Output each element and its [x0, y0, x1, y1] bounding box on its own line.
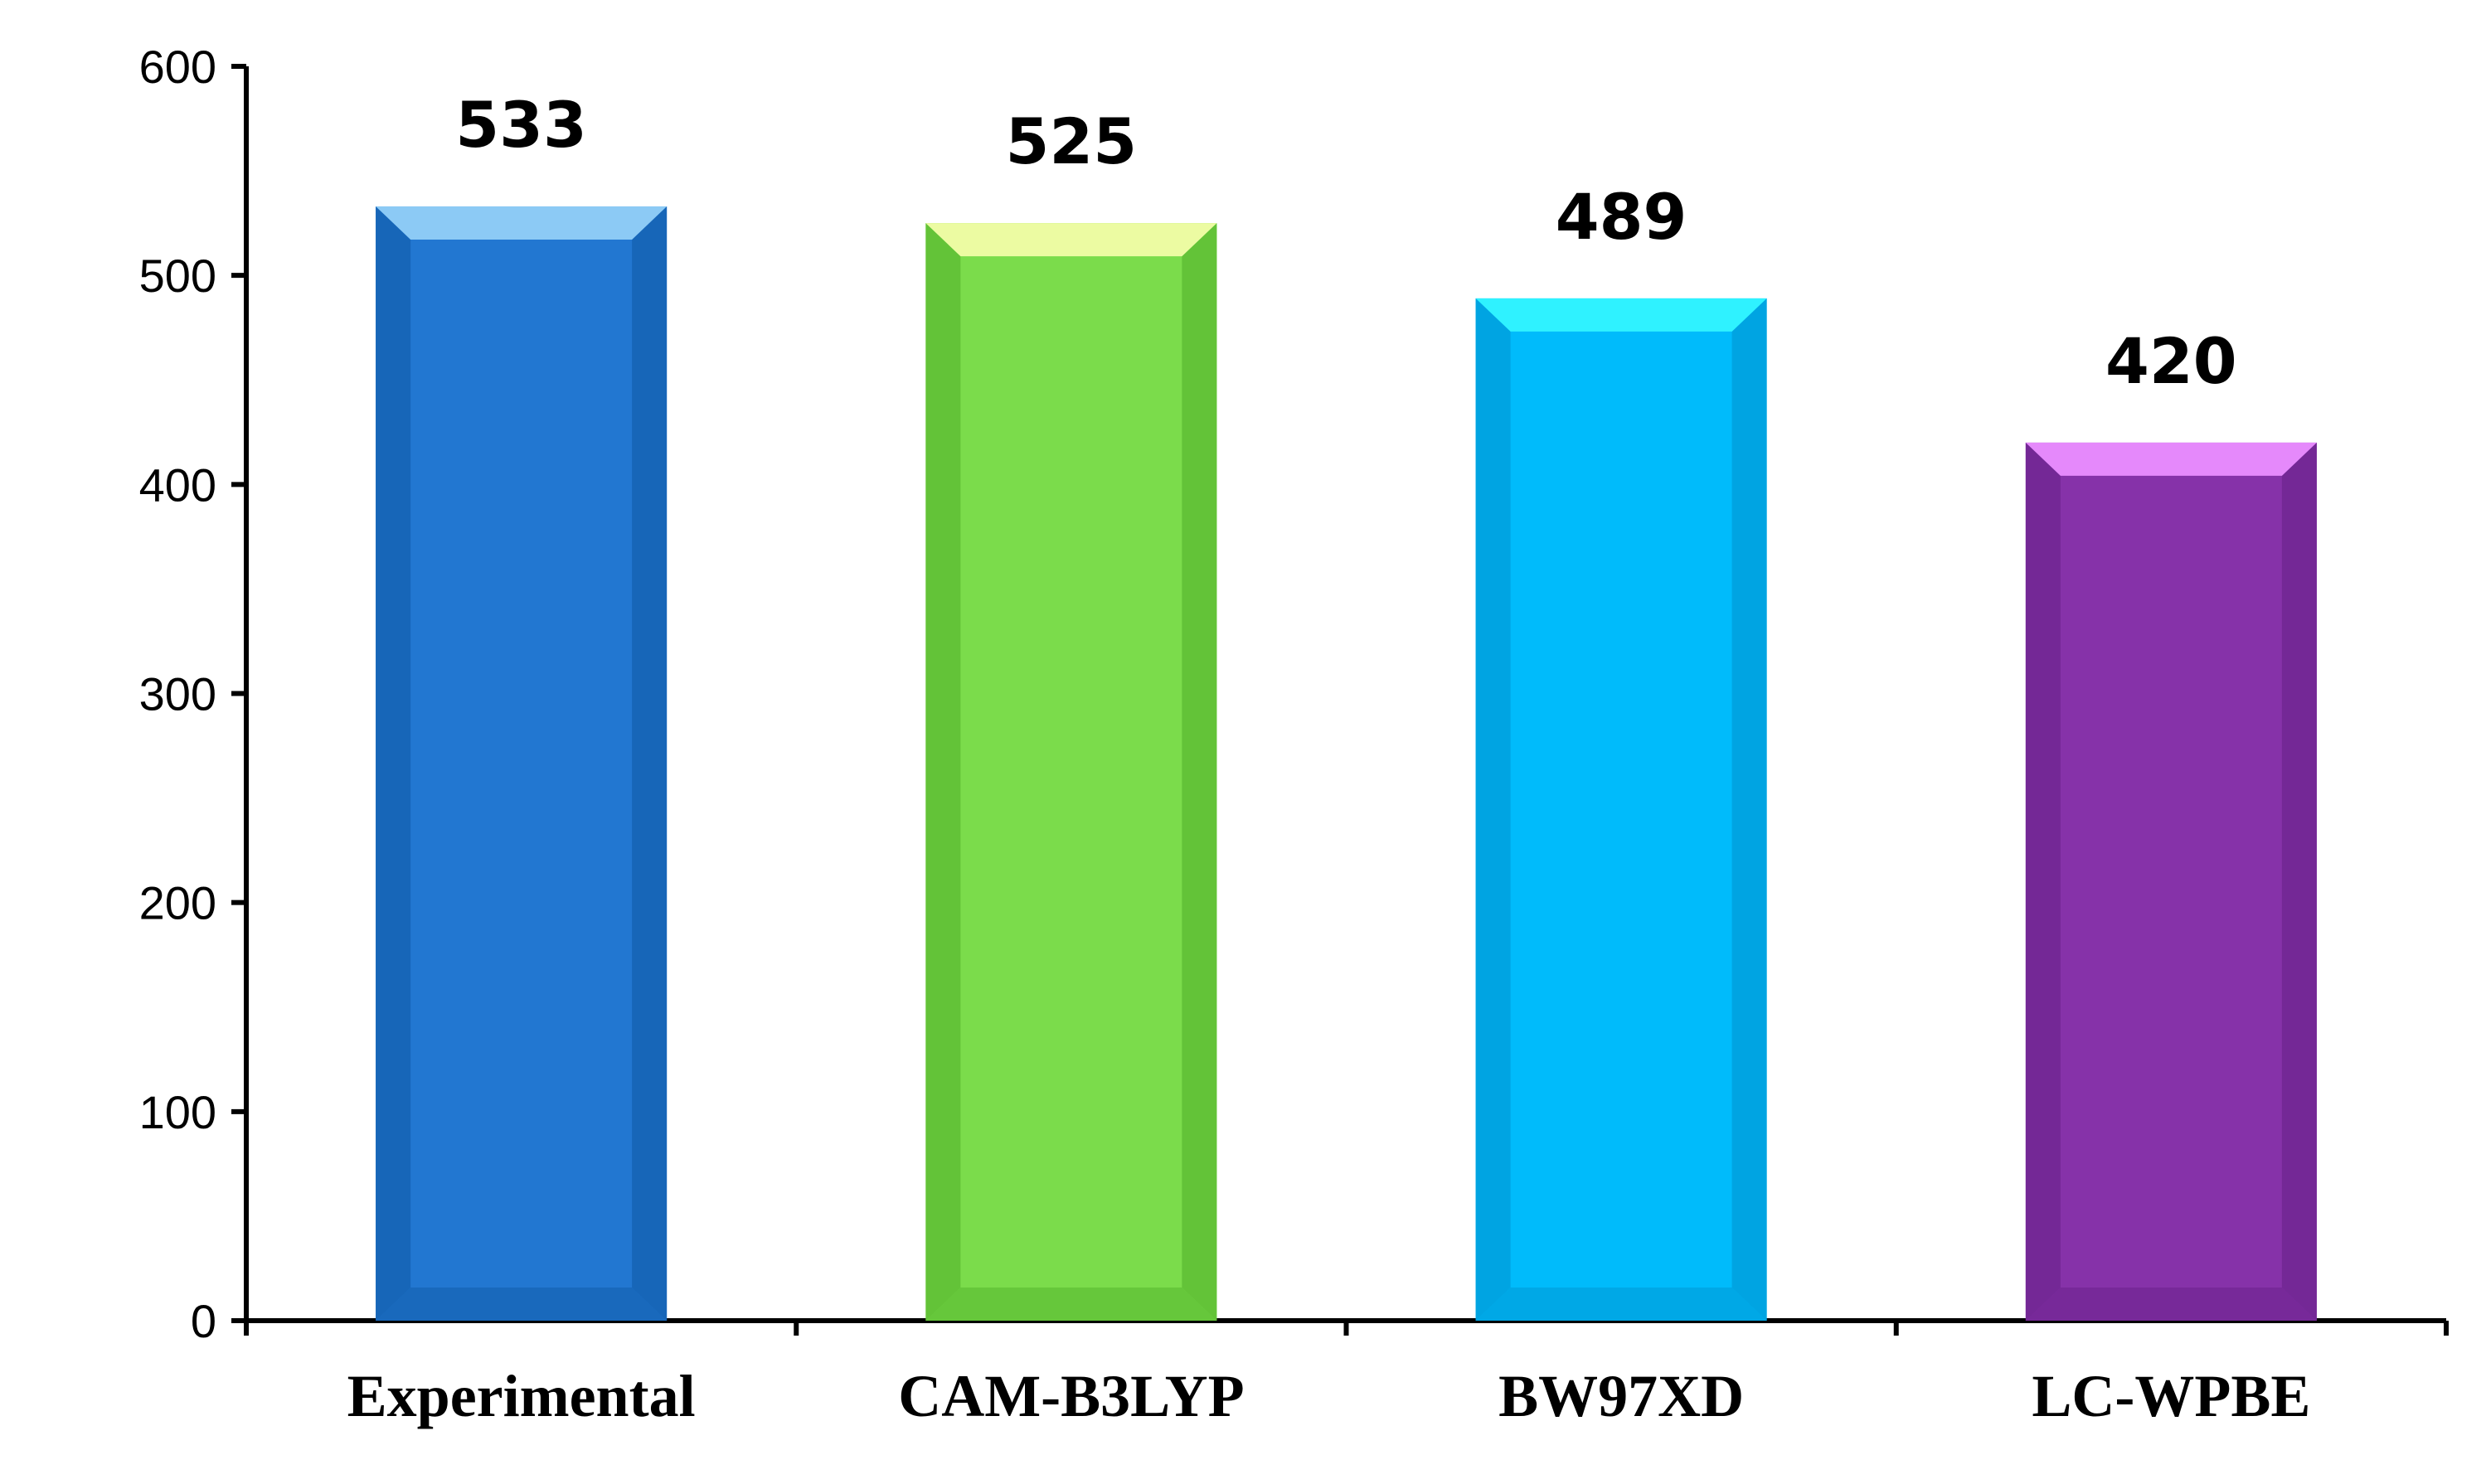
bar-body [2025, 442, 2317, 1321]
y-tick-label: 300 [139, 668, 216, 720]
bar-value-label: 420 [2105, 324, 2237, 398]
bar-bottom-bevel [925, 1288, 1217, 1321]
bar-bottom-bevel [376, 1288, 668, 1321]
x-tick-label: LC-WPBE [2032, 1363, 2310, 1429]
bar [376, 206, 668, 1321]
y-axis: 0 100 200 300 400 500 600 [139, 41, 249, 1347]
bar-right-bevel [1731, 298, 1767, 1321]
data-labels: 533 525 489 420 [455, 88, 2236, 398]
bar [2025, 442, 2317, 1321]
x-tick-label: BW97XD [1498, 1363, 1744, 1429]
bar [925, 223, 1217, 1321]
bar-top-bevel [2025, 442, 2317, 476]
bar-left-bevel [376, 206, 411, 1321]
bar-value-label: 489 [1556, 180, 1687, 254]
bar-left-bevel [2025, 442, 2061, 1321]
bar-bottom-bevel [2025, 1288, 2317, 1321]
bar-left-bevel [1475, 298, 1511, 1321]
bar-body [376, 206, 668, 1321]
y-tick-label: 200 [139, 877, 216, 929]
bar-left-bevel [925, 223, 961, 1321]
x-tick-label: CAM-B3LYP [898, 1363, 1244, 1429]
bar [1475, 298, 1767, 1321]
bar-top-bevel [376, 206, 668, 240]
bar-right-bevel [2281, 442, 2317, 1321]
bar-top-bevel [1475, 298, 1767, 332]
bar-body [925, 223, 1217, 1321]
bar-right-bevel [1182, 223, 1217, 1321]
y-tick-label: 500 [139, 250, 216, 302]
y-tick-label: 0 [191, 1295, 216, 1347]
bar-top-bevel [925, 223, 1217, 257]
bar-bottom-bevel [1475, 1288, 1767, 1321]
x-tick-label: Experimental [347, 1363, 696, 1429]
bar-right-bevel [632, 206, 668, 1321]
y-tick-label: 600 [139, 41, 216, 93]
bar-value-label: 525 [1006, 104, 1138, 178]
bar-body [1475, 298, 1767, 1321]
bars [376, 206, 2317, 1321]
bar-value-label: 533 [455, 88, 587, 162]
y-tick-label: 100 [139, 1086, 216, 1138]
y-tick-label: 400 [139, 458, 216, 511]
x-axis: Experimental CAM-B3LYP BW97XD LC-WPBE [244, 1318, 2449, 1429]
